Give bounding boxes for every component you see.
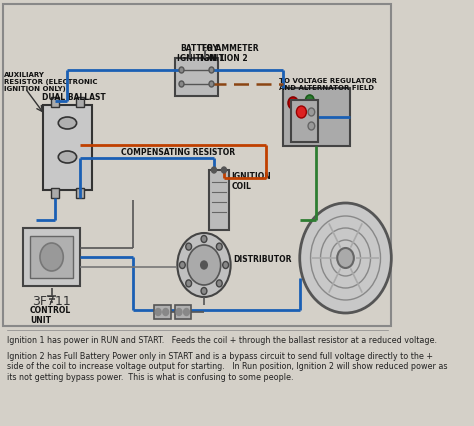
Circle shape <box>223 262 228 268</box>
Circle shape <box>306 95 314 105</box>
Bar <box>76 97 84 107</box>
Bar <box>23 228 80 286</box>
Circle shape <box>216 280 222 287</box>
Ellipse shape <box>58 117 77 129</box>
Bar <box>76 188 84 198</box>
Circle shape <box>183 308 190 316</box>
Bar <box>30 236 73 278</box>
Circle shape <box>288 97 298 109</box>
Circle shape <box>209 67 214 73</box>
Circle shape <box>179 67 184 73</box>
Text: BATTERY: BATTERY <box>180 44 218 53</box>
Circle shape <box>179 81 184 87</box>
Bar <box>51 97 59 107</box>
Circle shape <box>308 108 315 116</box>
Circle shape <box>180 262 185 268</box>
Circle shape <box>216 243 222 250</box>
Bar <box>3 4 392 326</box>
Text: AUXILIARY
RESISTOR (ELECTRONIC
IGNITION ONLY): AUXILIARY RESISTOR (ELECTRONIC IGNITION … <box>4 72 98 92</box>
Text: TO AMMETER: TO AMMETER <box>201 44 259 53</box>
Circle shape <box>201 236 207 242</box>
Text: CONTROL
UNIT: CONTROL UNIT <box>30 306 71 325</box>
Circle shape <box>211 167 217 173</box>
Circle shape <box>308 122 315 130</box>
Text: Ignition 1 has power in RUN and START.   Feeds the coil + through the ballast re: Ignition 1 has power in RUN and START. F… <box>7 336 437 345</box>
Bar <box>209 170 229 230</box>
Circle shape <box>201 288 207 294</box>
Circle shape <box>201 261 207 269</box>
Circle shape <box>209 81 214 87</box>
Circle shape <box>337 248 354 268</box>
Text: Ignition 2 has Full Battery Power only in START and is a bypass circuit to send : Ignition 2 has Full Battery Power only i… <box>7 352 447 382</box>
Circle shape <box>155 308 161 316</box>
Bar <box>154 305 171 319</box>
Circle shape <box>300 203 392 313</box>
Text: 3F711: 3F711 <box>32 295 70 308</box>
Circle shape <box>187 245 220 285</box>
Bar <box>43 105 91 190</box>
Text: COMPENSATING RESISTOR: COMPENSATING RESISTOR <box>121 148 235 157</box>
Circle shape <box>40 243 63 271</box>
Circle shape <box>176 308 182 316</box>
Ellipse shape <box>58 151 77 163</box>
Circle shape <box>186 243 191 250</box>
Text: IGNITION
COIL: IGNITION COIL <box>231 172 271 191</box>
Text: DISTRIBUTOR: DISTRIBUTOR <box>233 255 292 264</box>
Circle shape <box>296 106 306 118</box>
Text: TO VOLTAGE REGULATOR
AND ALTERNATOR FIELD: TO VOLTAGE REGULATOR AND ALTERNATOR FIEL… <box>279 78 377 91</box>
Circle shape <box>221 167 227 173</box>
Circle shape <box>163 308 169 316</box>
Bar <box>51 188 59 198</box>
Text: IGNITION 1: IGNITION 1 <box>176 54 224 63</box>
Bar <box>175 58 218 96</box>
Bar <box>175 305 191 319</box>
Text: IGNITION 2: IGNITION 2 <box>200 54 247 63</box>
Circle shape <box>186 280 191 287</box>
Bar <box>283 88 350 146</box>
Text: DUAL BALLAST: DUAL BALLAST <box>42 93 105 102</box>
Circle shape <box>177 233 231 297</box>
Bar <box>292 100 318 142</box>
